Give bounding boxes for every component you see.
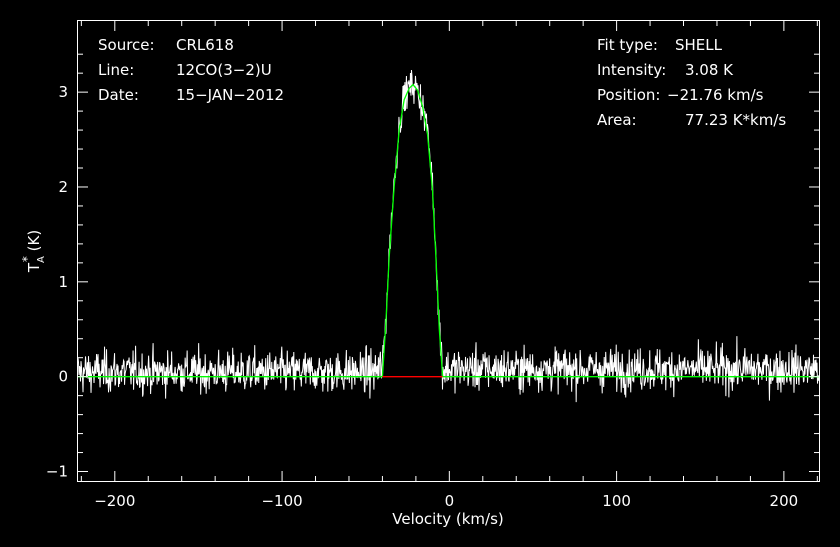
y-tick-label: 0: [58, 368, 68, 386]
position-label: Position:: [597, 86, 660, 104]
shell-fit-line: [78, 83, 819, 378]
area-label: Area:: [597, 111, 637, 129]
date-value: 15−JAN−2012: [176, 86, 284, 104]
line-label: Line:: [98, 61, 134, 79]
fit-layer: [78, 83, 819, 378]
source-label: Source:: [98, 36, 155, 54]
tick-layer: −200 −100 0 100 200 −1 0 1 2 3: [46, 21, 819, 510]
y-tick-label: 3: [58, 83, 68, 101]
y-tick-label: −1: [46, 463, 68, 481]
intensity-label: Intensity:: [597, 61, 666, 79]
intensity-value: 3.08 K: [685, 61, 734, 79]
y-axis-label: TA* (K): [20, 230, 47, 273]
x-tick-label: −200: [94, 492, 135, 510]
plot-frame: [77, 20, 820, 482]
x-tick-label: 0: [445, 492, 455, 510]
y-axis-label-symbol: T: [25, 262, 43, 273]
spectrum-trace: [77, 69, 820, 403]
y-axis-label-superscript: *: [20, 256, 34, 262]
fit-type-label: Fit type:: [597, 36, 658, 54]
area-value: 77.23 K*km/s: [685, 111, 786, 129]
position-value: −21.76 km/s: [667, 86, 764, 104]
x-tick-label: 200: [770, 492, 799, 510]
x-tick-label: 100: [602, 492, 631, 510]
y-tick-label: 1: [58, 273, 68, 291]
source-value: CRL618: [176, 36, 234, 54]
line-value: 12CO(3−2)U: [176, 61, 272, 79]
x-tick-label: −100: [261, 492, 302, 510]
y-axis-label-unit: (K): [25, 230, 43, 256]
fit-type-value: SHELL: [675, 36, 723, 54]
y-axis-label-subscript: A: [36, 256, 47, 263]
x-axis-label: Velocity (km/s): [392, 510, 503, 528]
date-label: Date:: [98, 86, 139, 104]
y-tick-label: 2: [58, 178, 68, 196]
spectrum-trace-layer: [77, 69, 820, 403]
